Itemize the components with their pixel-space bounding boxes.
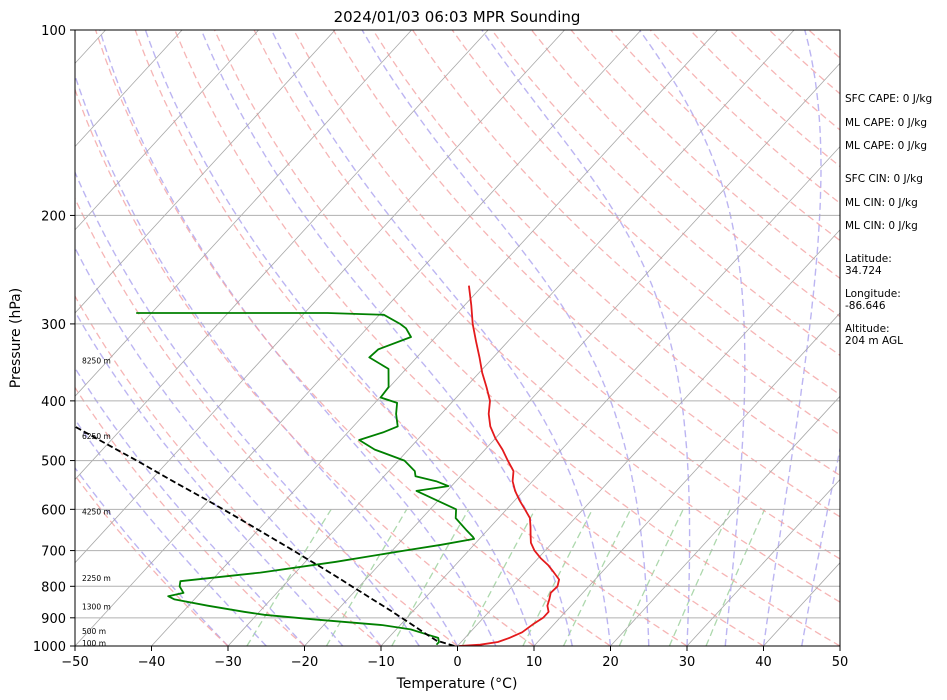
altitude-value: 204 m AGL [845, 335, 903, 347]
x-tick-label: 40 [755, 655, 772, 670]
chart-title: 2024/01/03 06:03 MPR Sounding [334, 8, 581, 26]
isotherm-line [75, 30, 259, 231]
height-label: 100 m [82, 639, 106, 648]
y-tick-label: 500 [41, 455, 66, 470]
isotherm-line [75, 30, 336, 314]
x-tick-label: −20 [291, 655, 318, 670]
y-axis-label: Pressure (hPa) [8, 288, 24, 388]
latitude-value: 34.724 [845, 265, 882, 277]
y-tick-label: 800 [41, 580, 66, 595]
moist-adiabat [75, 310, 344, 646]
moist-adiabat [75, 170, 420, 646]
temperature-trace [458, 285, 560, 646]
x-tick-label: 20 [602, 655, 619, 670]
moist-adiabat [801, 445, 840, 646]
isotherm-line [227, 30, 795, 646]
dry-adiabat [332, 30, 840, 518]
ml-cape-text-2: ML CAPE: 0 J/kg [845, 140, 927, 152]
x-tick-label: 50 [832, 655, 849, 670]
dry-adiabat [75, 197, 458, 646]
height-label: 500 m [82, 627, 106, 636]
x-tick-label: 10 [526, 655, 543, 670]
moist-adiabats [75, 30, 840, 646]
latitude-label: Latitude: [845, 253, 892, 265]
isotherm-line [75, 30, 183, 148]
x-axis-ticks: −50 −40 −30 −20 −10 0 10 20 30 40 50 [61, 646, 848, 670]
dry-adiabat [174, 30, 764, 646]
y-tick-label: 300 [41, 318, 66, 333]
sfc-cape-text: SFC CAPE: 0 J/kg [845, 93, 932, 105]
dry-adiabat [293, 30, 840, 560]
isotherm-line [380, 145, 840, 646]
isotherm-line [75, 30, 489, 481]
longitude-label: Longitude: [845, 288, 901, 300]
sfc-cin-text: SFC CIN: 0 J/kg [845, 173, 923, 185]
moist-adiabat [99, 30, 497, 646]
altitude-label: Altitude: [845, 323, 890, 335]
x-axis-label: Temperature (°C) [396, 676, 518, 692]
isotherm-line [75, 30, 642, 646]
dry-adiabats [75, 30, 840, 646]
moist-adiabat [75, 366, 306, 646]
plot-area [75, 30, 840, 646]
x-tick-label: −30 [214, 655, 241, 670]
y-tick-label: 600 [41, 503, 66, 518]
moist-adiabat [361, 30, 650, 646]
moist-adiabat [481, 30, 691, 646]
y-tick-label: 700 [41, 545, 66, 560]
x-tick-label: 30 [679, 655, 696, 670]
y-axis-ticks: 100 200 300 400 500 600 700 800 900 1000 [33, 24, 75, 655]
height-label: 4250 m [82, 508, 111, 517]
isotherm-line [610, 395, 840, 646]
isotherm-line [75, 30, 565, 564]
dry-adiabat [94, 30, 611, 646]
dry-adiabat [570, 30, 840, 280]
dewpoint-trace [136, 312, 475, 646]
moist-adiabat [75, 246, 382, 646]
isotherm-line [686, 478, 840, 646]
moist-adiabat [75, 418, 267, 646]
moist-adiabat [75, 73, 459, 646]
ml-cin-text-2: ML CIN: 0 J/kg [845, 220, 918, 232]
dry-adiabat [253, 30, 840, 603]
x-tick-label: −10 [367, 655, 394, 670]
longitude-value: -86.646 [845, 300, 886, 312]
y-tick-label: 400 [41, 395, 66, 410]
dry-adiabat [75, 87, 535, 646]
isotherm-line [457, 229, 840, 646]
isotherm-line [533, 312, 840, 646]
y-tick-label: 100 [41, 24, 66, 39]
dry-adiabat [75, 294, 382, 646]
parcel-path-trace [75, 425, 455, 646]
sounding-parameters-panel: SFC CAPE: 0 J/kg ML CAPE: 0 J/kg ML CAPE… [845, 93, 932, 347]
height-label: 8250 m [82, 357, 111, 366]
moist-adiabat [144, 30, 535, 646]
isotherms [75, 30, 840, 646]
isobar-gridlines [75, 214, 840, 619]
dry-adiabat [75, 386, 305, 646]
moist-adiabat [638, 30, 746, 646]
y-tick-label: 1000 [33, 640, 66, 655]
height-labels: 100 m 500 m 1300 m 2250 m 4250 m 6250 m 8250 m [82, 357, 111, 648]
height-label: 2250 m [82, 574, 111, 583]
dry-adiabat [530, 30, 840, 318]
isotherm-line [304, 62, 840, 646]
dry-adiabat [213, 30, 840, 646]
sounding-traces [75, 285, 560, 646]
isotherm-line [75, 30, 412, 397]
height-label: 1300 m [82, 602, 111, 611]
moist-adiabat [762, 30, 822, 646]
x-tick-label: −50 [61, 655, 88, 670]
y-tick-label: 900 [41, 612, 66, 627]
dry-adiabat [134, 30, 688, 646]
x-tick-label: 0 [453, 655, 461, 670]
isotherm-line [151, 30, 718, 646]
height-label: 6250 m [82, 432, 111, 441]
y-tick-label: 200 [41, 209, 66, 224]
ml-cin-text: ML CIN: 0 J/kg [845, 197, 918, 209]
ml-cape-text: ML CAPE: 0 J/kg [845, 117, 927, 129]
x-tick-label: −40 [138, 655, 165, 670]
